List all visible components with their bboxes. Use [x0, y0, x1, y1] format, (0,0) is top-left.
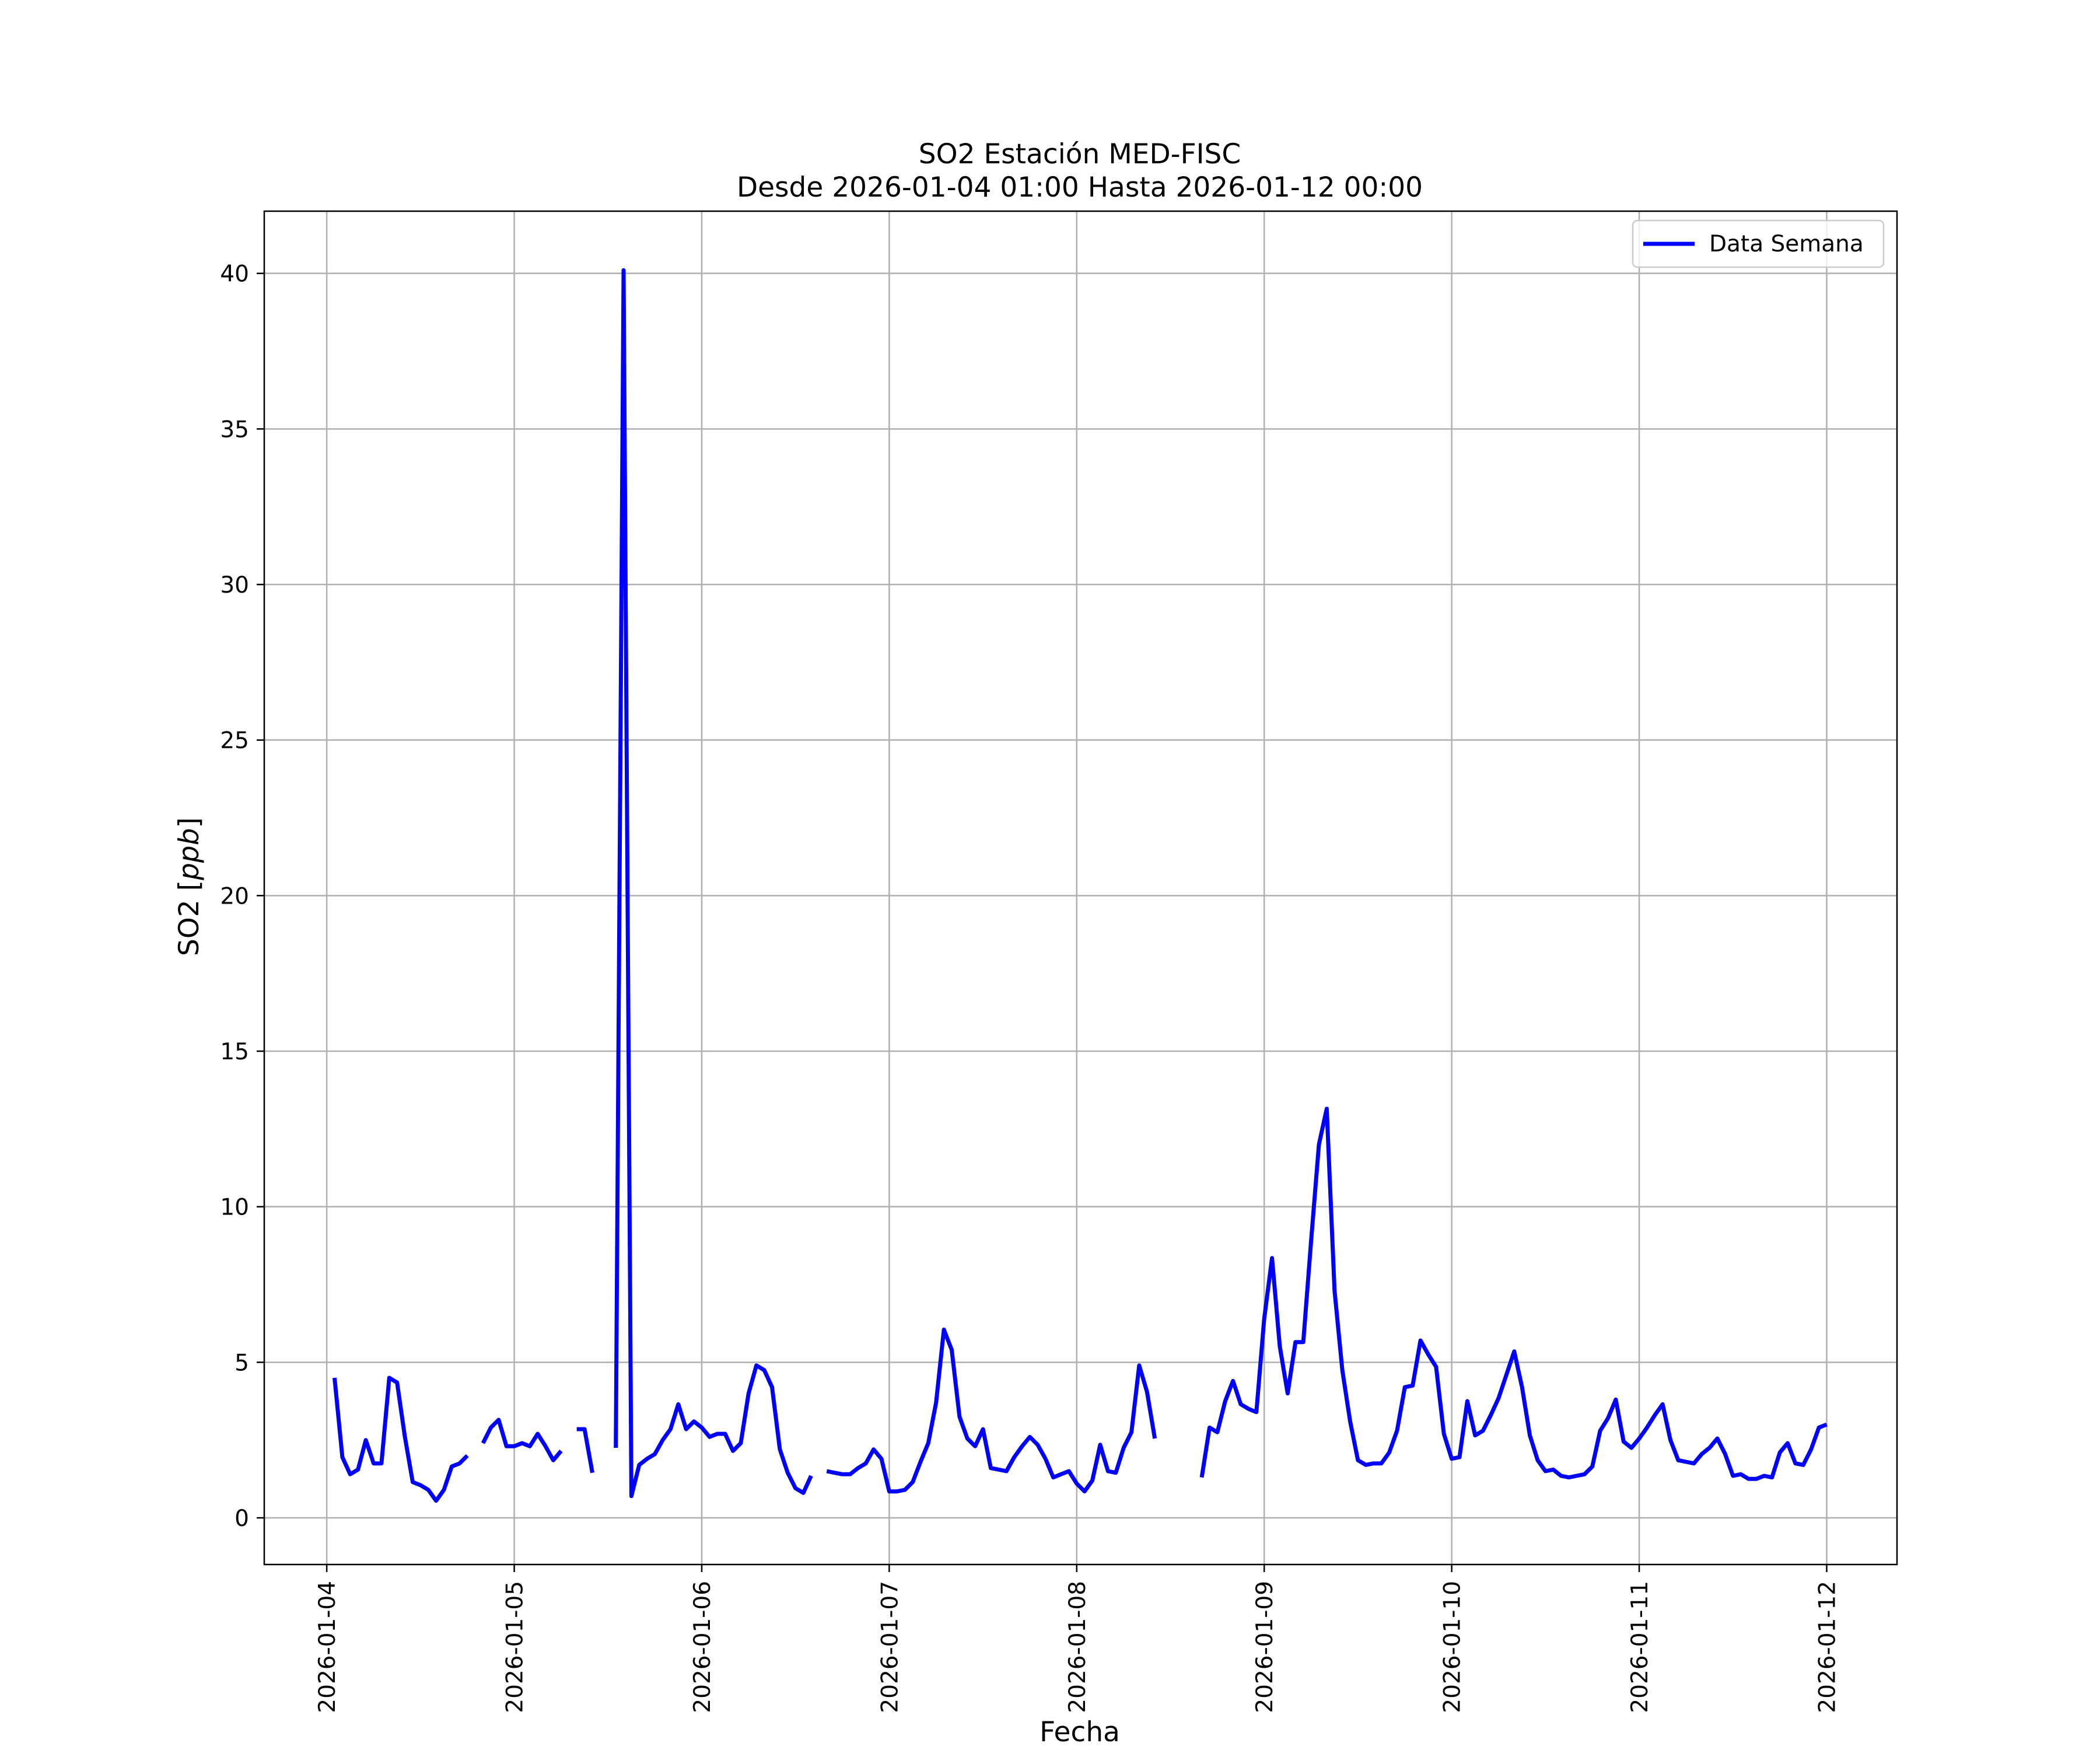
x-tick-label: 2026-01-09 — [1252, 1581, 1278, 1713]
y-tick-label: 10 — [220, 1195, 249, 1221]
plot-area-frame — [263, 210, 1898, 1566]
x-tick-label: 2026-01-07 — [877, 1581, 903, 1713]
x-tick-label: 2026-01-08 — [1065, 1581, 1091, 1713]
series-line-segment — [826, 1327, 1157, 1494]
x-tick-label: 2026-01-05 — [502, 1581, 528, 1713]
x-axis-label: Fecha — [1040, 1716, 1120, 1748]
axis-ticks: 0 5 10 15 20 25 30 35 40 2026-01-04 2026-01-05 2026… — [220, 261, 1840, 1713]
x-tick-label: 2026-01-04 — [314, 1581, 341, 1713]
legend-label: Data Semana — [1709, 231, 1864, 257]
y-axis-label-suffix: ] — [173, 817, 205, 828]
chart-title: SO2 Estación MED-FISC — [919, 138, 1241, 170]
chart-subtitle: Desde 2026-01-04 01:00 Hasta 2026-01-12 … — [737, 172, 1423, 204]
x-tick-label: 2026-01-11 — [1627, 1581, 1653, 1713]
series-layer — [332, 268, 1828, 1503]
y-tick-label: 40 — [220, 261, 249, 288]
y-tick-label: 20 — [220, 883, 249, 909]
y-tick-label: 30 — [220, 572, 249, 598]
y-tick-label: 25 — [220, 728, 249, 754]
y-tick-label: 35 — [220, 416, 249, 443]
y-tick-label: 5 — [235, 1350, 249, 1376]
y-tick-label: 15 — [220, 1039, 249, 1065]
x-tick-label: 2026-01-06 — [690, 1581, 716, 1713]
x-tick-label: 2026-01-10 — [1440, 1581, 1466, 1713]
y-axis-label-unit: ppb — [173, 828, 205, 881]
x-tick-label: 2026-01-12 — [1814, 1581, 1840, 1713]
series-line-segment — [614, 268, 813, 1499]
series-line-segment — [576, 1427, 594, 1474]
series-line-segment — [481, 1418, 563, 1462]
y-tick-label: 0 — [235, 1506, 249, 1532]
grid — [264, 211, 1897, 1564]
legend-box — [1632, 219, 1885, 268]
legend: Data Semana — [1632, 219, 1885, 268]
y-axis-label: SO2 [ppb] — [173, 817, 205, 956]
y-axis-label-prefix: SO2 [ — [173, 880, 205, 956]
series-line-segment — [332, 1376, 469, 1503]
series-line-segment — [1199, 1107, 1828, 1481]
